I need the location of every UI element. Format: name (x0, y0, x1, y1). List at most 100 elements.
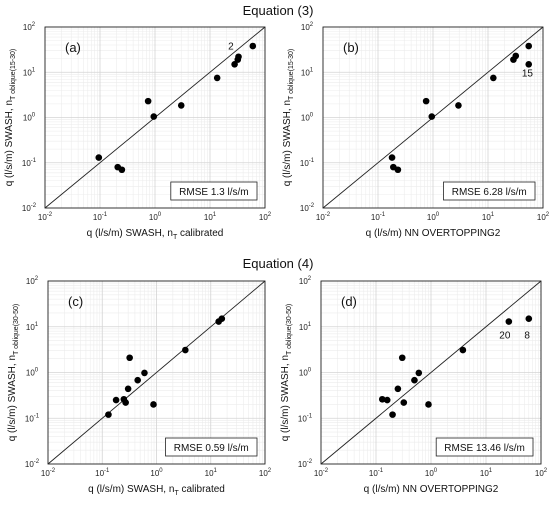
y-tick-label: 100 (299, 368, 312, 378)
y-axis-label-main: q (l/s/m) SWASH, n (282, 100, 293, 186)
y-tick-exponent: 1 (308, 322, 312, 328)
data-point (394, 166, 402, 174)
y-axis-label: q (l/s/m) SWASH, nT oblique(30-50) (280, 304, 293, 442)
y-tick-exponent: -2 (34, 459, 40, 465)
data-point (411, 376, 418, 384)
data-point (512, 52, 520, 60)
y-tick-label: 10-1 (300, 158, 315, 168)
data-point (249, 42, 257, 50)
y-axis-label-main: q (l/s/m) SWASH, n (7, 355, 18, 441)
y-axis-label: q (l/s/m) SWASH, nT oblique(15-30) (4, 49, 17, 187)
data-point (525, 315, 533, 322)
data-point (525, 42, 533, 50)
x-tick-exponent: 2 (546, 212, 550, 218)
rmse-text: RMSE 1.3 l/s/m (179, 187, 248, 198)
x-axis-label: q (l/s/m) SWASH, nT calibrated (88, 484, 225, 497)
reference-line (47, 280, 266, 465)
x-tick-exponent: 1 (491, 212, 495, 218)
x-tick-label: 100 (150, 468, 163, 478)
y-tick-label: 100 (23, 113, 36, 123)
data-point (118, 166, 126, 174)
data-point (112, 396, 120, 404)
data-point (428, 113, 436, 120)
plot-frame (320, 280, 542, 465)
data-point (235, 53, 242, 61)
rmse-box (435, 437, 534, 457)
x-axis-label-main: q (l/s/m) NN OVERTOPPING2 (366, 228, 501, 239)
data-point (459, 346, 467, 354)
y-tick-label: 10-2 (298, 459, 313, 469)
x-tick-exponent: 2 (268, 212, 272, 218)
x-tick-label: 102 (259, 468, 272, 478)
rmse-box (443, 181, 536, 201)
y-tick-exponent: 2 (32, 22, 36, 28)
y-tick-label: 102 (299, 276, 312, 286)
data-point (141, 369, 148, 377)
rmse-box (165, 437, 258, 457)
data-point (150, 113, 158, 120)
x-tick-exponent: -2 (47, 212, 53, 218)
data-point (389, 411, 396, 418)
x-axis-label-rest: calibrated (177, 228, 223, 239)
x-tick-exponent: 2 (544, 468, 548, 474)
data-point (378, 395, 386, 403)
data-point (383, 396, 391, 404)
data-point (455, 102, 462, 109)
point-annotation: 20 (499, 331, 511, 342)
data-point (400, 399, 408, 406)
data-point (218, 315, 226, 322)
y-tick-exponent: 2 (35, 276, 39, 282)
y-tick-label: 10-1 (25, 413, 40, 423)
data-point (124, 385, 132, 393)
y-tick-exponent: -2 (307, 459, 313, 465)
x-tick-label: 10-1 (369, 468, 384, 478)
data-point (144, 97, 152, 105)
x-tick-label: 10-1 (371, 212, 386, 222)
reference-line (320, 280, 542, 465)
x-axis-label-main: q (l/s/m) NN OVERTOPPING2 (364, 484, 499, 495)
y-axis-label: q (l/s/m) SWASH, nT oblique(15-30) (282, 49, 295, 187)
x-tick-exponent: 1 (213, 212, 217, 218)
data-point (490, 74, 497, 82)
x-tick-exponent: 2 (268, 468, 272, 474)
panel-label: (c) (68, 294, 83, 309)
x-tick-exponent: 1 (489, 468, 493, 474)
y-tick-label: 100 (301, 113, 314, 123)
y-tick-exponent: 0 (308, 368, 312, 374)
panel-label: (a) (65, 40, 81, 55)
x-tick-label: 102 (535, 468, 548, 478)
x-tick-exponent: 0 (436, 212, 440, 218)
data-point (150, 401, 157, 408)
x-tick-label: 10-2 (314, 468, 329, 478)
x-tick-label: 10-2 (38, 212, 53, 222)
data-point (95, 154, 103, 161)
y-axis-label: q (l/s/m) SWASH, nT oblique(30-50) (7, 304, 20, 442)
y-tick-exponent: 1 (310, 67, 314, 73)
y-tick-label: 101 (299, 322, 312, 332)
y-tick-exponent: 0 (32, 113, 36, 119)
rmse-box (170, 181, 258, 201)
y-tick-label: 101 (301, 67, 314, 77)
data-point (182, 346, 189, 354)
y-tick-label: 10-2 (25, 459, 40, 469)
x-tick-label: 10-2 (316, 212, 331, 222)
y-tick-label: 10-1 (22, 158, 37, 168)
y-axis-label-sub: T oblique(30-50) (286, 304, 293, 355)
x-axis-label-rest: calibrated (179, 484, 225, 495)
y-tick-label: 102 (26, 276, 39, 286)
data-point (213, 74, 221, 82)
x-tick-label: 100 (149, 212, 162, 222)
x-tick-exponent: -2 (323, 468, 329, 474)
y-tick-exponent: -1 (31, 158, 37, 164)
data-point (415, 369, 423, 377)
x-axis-label: q (l/s/m) NN OVERTOPPING2 (364, 484, 499, 495)
x-tick-label: 102 (537, 212, 550, 222)
y-axis-label-main: q (l/s/m) SWASH, n (280, 355, 291, 441)
y-tick-label: 101 (23, 67, 36, 77)
y-tick-exponent: -2 (309, 203, 315, 209)
